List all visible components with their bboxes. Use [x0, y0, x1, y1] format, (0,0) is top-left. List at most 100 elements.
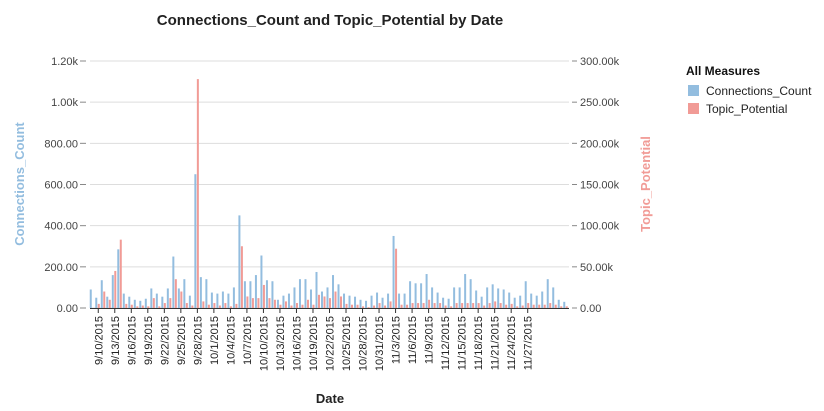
topic-bar[interactable] — [351, 304, 354, 308]
topic-bar[interactable] — [554, 304, 557, 308]
topic-bar[interactable] — [532, 304, 535, 308]
connections-bar[interactable] — [221, 291, 224, 308]
topic-bar[interactable] — [180, 291, 183, 308]
connections-bar[interactable] — [541, 291, 544, 308]
topic-bar[interactable] — [494, 301, 497, 308]
connections-bar[interactable] — [227, 293, 230, 308]
connections-bar[interactable] — [486, 287, 489, 308]
connections-bar[interactable] — [359, 299, 362, 308]
topic-bar[interactable] — [516, 306, 519, 308]
topic-bar[interactable] — [273, 299, 276, 308]
topic-bar[interactable] — [119, 239, 122, 308]
connections-bar[interactable] — [409, 281, 412, 308]
topic-bar[interactable] — [444, 305, 447, 308]
topic-bar[interactable] — [329, 298, 331, 308]
connections-bar[interactable] — [524, 281, 527, 308]
connections-bar[interactable] — [293, 287, 296, 308]
topic-bar[interactable] — [400, 304, 403, 308]
topic-bar[interactable] — [174, 279, 177, 308]
topic-bar[interactable] — [499, 303, 502, 308]
connections-bar[interactable] — [343, 293, 346, 308]
topic-bar[interactable] — [560, 306, 563, 308]
topic-bar[interactable] — [461, 303, 464, 308]
connections-bar[interactable] — [309, 289, 312, 308]
connections-bar[interactable] — [150, 288, 153, 308]
topic-bar[interactable] — [290, 305, 293, 308]
topic-bar[interactable] — [163, 303, 166, 308]
topic-bar[interactable] — [472, 303, 475, 308]
legend-label-connections[interactable]: Connections_Count — [706, 84, 812, 98]
connections-bar[interactable] — [177, 288, 180, 308]
connections-bar[interactable] — [205, 279, 208, 308]
connections-bar[interactable] — [491, 284, 494, 308]
topic-bar[interactable] — [345, 303, 348, 308]
topic-bar[interactable] — [477, 303, 480, 308]
connections-bar[interactable] — [546, 279, 549, 308]
connections-bar[interactable] — [365, 300, 368, 308]
connections-bar[interactable] — [502, 289, 505, 308]
topic-bar[interactable] — [356, 304, 359, 308]
connections-bar[interactable] — [111, 275, 114, 308]
connections-bar[interactable] — [475, 290, 478, 309]
topic-bar[interactable] — [257, 298, 260, 308]
connections-bar[interactable] — [480, 296, 483, 308]
topic-bar[interactable] — [108, 299, 111, 308]
topic-bar[interactable] — [158, 306, 161, 308]
connections-bar[interactable] — [106, 296, 109, 308]
topic-bar[interactable] — [483, 305, 486, 308]
connections-bar[interactable] — [497, 288, 500, 308]
connections-bar[interactable] — [249, 281, 252, 308]
topic-bar[interactable] — [362, 306, 365, 308]
topic-bar[interactable] — [450, 306, 453, 308]
topic-bar[interactable] — [505, 304, 508, 308]
connections-bar[interactable] — [469, 279, 472, 308]
bar-series[interactable] — [89, 79, 568, 309]
connections-bar[interactable] — [183, 279, 186, 308]
topic-bar[interactable] — [565, 306, 568, 308]
topic-bar[interactable] — [229, 306, 232, 308]
topic-bar[interactable] — [130, 304, 133, 308]
connections-bar[interactable] — [100, 280, 103, 308]
topic-bar[interactable] — [207, 304, 210, 308]
connections-bar[interactable] — [320, 291, 323, 308]
topic-bar[interactable] — [367, 307, 370, 308]
connections-bar[interactable] — [199, 277, 202, 309]
connections-bar[interactable] — [370, 295, 373, 308]
connections-bar[interactable] — [144, 298, 147, 308]
connections-bar[interactable] — [210, 292, 213, 308]
topic-bar[interactable] — [527, 303, 530, 308]
topic-bar[interactable] — [301, 304, 304, 308]
topic-bar[interactable] — [268, 298, 271, 308]
connections-bar[interactable] — [243, 281, 246, 308]
topic-bar[interactable] — [295, 303, 298, 308]
connections-bar[interactable] — [216, 293, 219, 308]
connections-bar[interactable] — [122, 293, 125, 308]
topic-bar[interactable] — [191, 305, 194, 308]
topic-bar[interactable] — [395, 248, 398, 308]
connections-bar[interactable] — [530, 293, 533, 308]
topic-bar[interactable] — [521, 305, 524, 308]
topic-bar[interactable] — [417, 303, 420, 308]
topic-bar[interactable] — [235, 303, 238, 308]
connections-bar[interactable] — [315, 271, 318, 308]
topic-bar[interactable] — [279, 304, 282, 308]
connections-bar[interactable] — [117, 249, 120, 308]
connections-bar[interactable] — [557, 299, 560, 308]
topic-bar[interactable] — [97, 303, 100, 308]
connections-bar[interactable] — [287, 293, 290, 308]
connections-bar[interactable] — [128, 296, 131, 308]
topic-bar[interactable] — [284, 301, 287, 308]
topic-bar[interactable] — [196, 79, 199, 308]
topic-bar[interactable] — [543, 304, 546, 308]
connections-bar[interactable] — [232, 287, 235, 308]
connections-bar[interactable] — [161, 296, 164, 308]
topic-bar[interactable] — [422, 303, 425, 308]
topic-bar[interactable] — [185, 303, 188, 308]
topic-bar[interactable] — [141, 305, 144, 308]
topic-bar[interactable] — [549, 303, 552, 308]
connections-bar[interactable] — [431, 287, 434, 308]
connections-bar[interactable] — [265, 280, 268, 308]
connections-bar[interactable] — [348, 295, 351, 308]
connections-bar[interactable] — [458, 287, 461, 308]
topic-bar[interactable] — [455, 303, 458, 308]
